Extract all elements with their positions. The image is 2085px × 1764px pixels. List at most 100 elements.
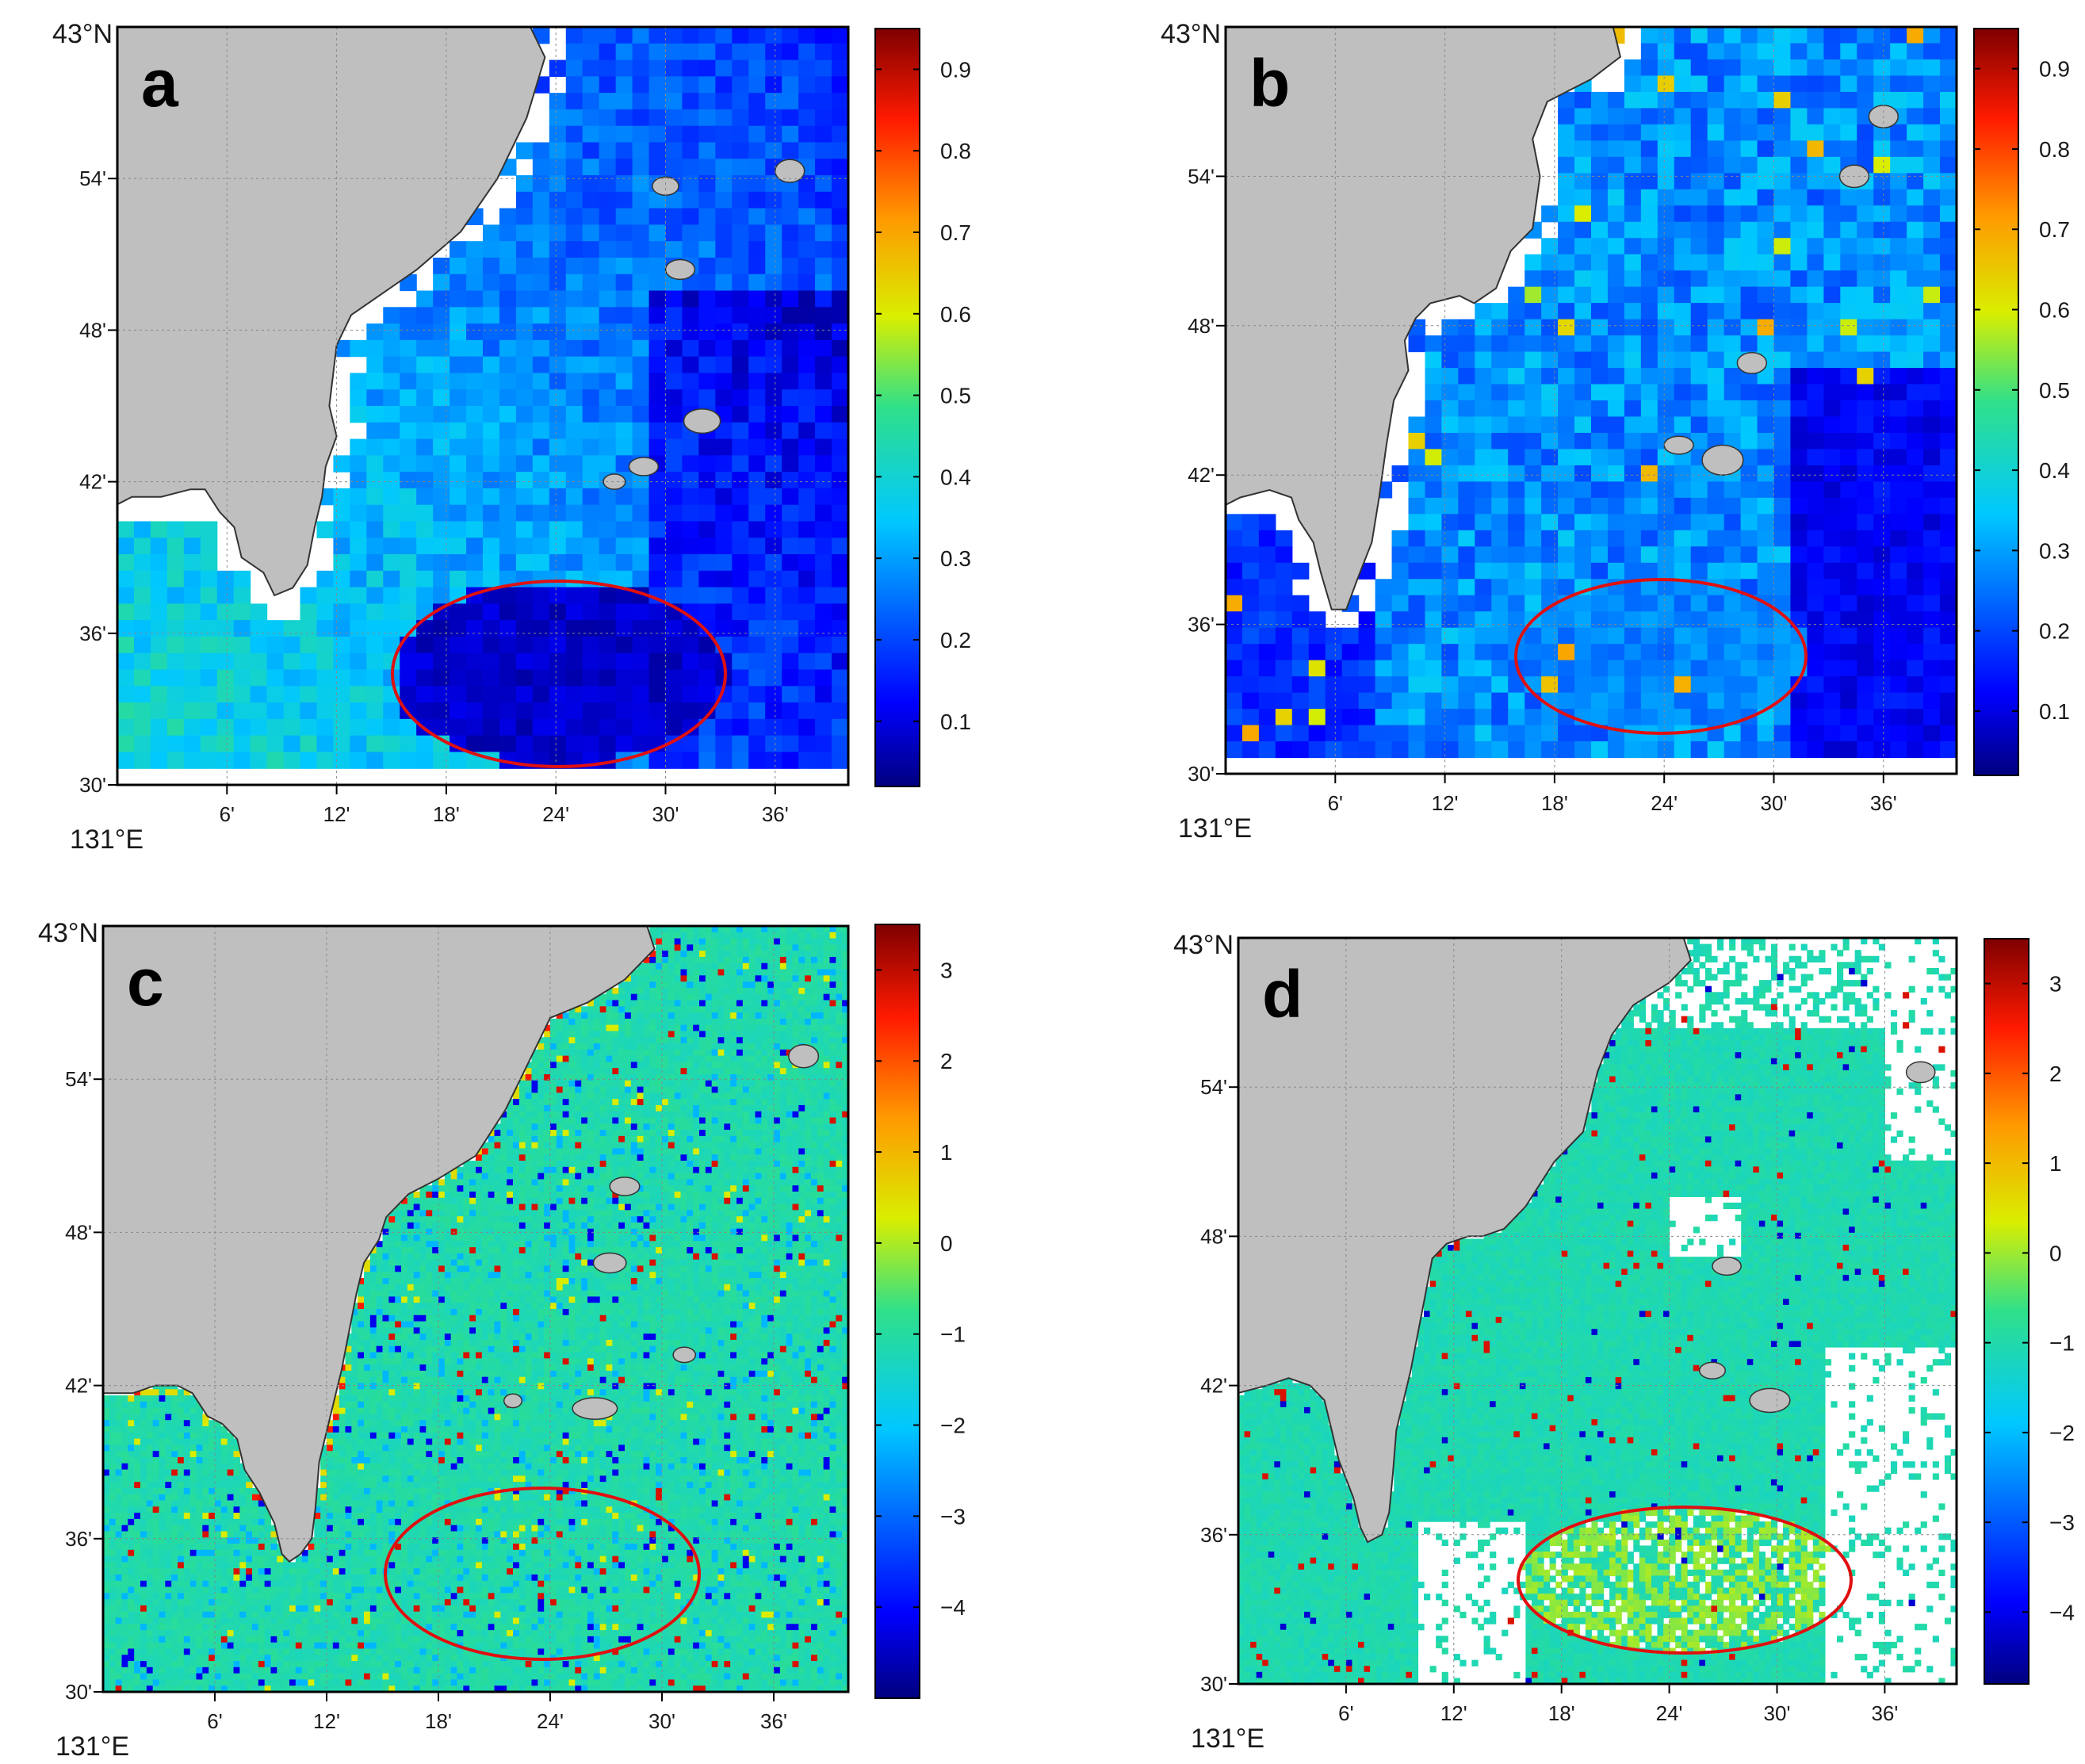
lat-tick-label: 36': [1200, 1523, 1227, 1547]
lon-tick-label: 24': [542, 802, 569, 826]
lon-tick-label: 24': [1651, 791, 1678, 815]
island: [775, 159, 805, 183]
colorbar: [874, 28, 920, 787]
colorbar-tick-label: 2: [940, 1049, 953, 1073]
colorbar-tick-label: 2: [2049, 1062, 2062, 1086]
colorbar-tick-label: 0.8: [940, 139, 971, 163]
corner-lat-label: 43°N: [1173, 930, 1234, 960]
colorbar-tick-label: 0: [940, 1231, 953, 1256]
corner-lon-label: 131°E: [55, 1731, 129, 1762]
colorbar-tick-label: 0.1: [2039, 699, 2070, 724]
lat-tick-label: 42': [79, 470, 106, 494]
lat-tick-label: 42': [65, 1374, 92, 1398]
lat-tick-label: 30': [79, 773, 106, 797]
panel-label: b: [1249, 46, 1290, 121]
data-raster: [1238, 938, 1957, 1684]
colorbar-tick-label: 0.2: [2039, 619, 2070, 644]
lat-tick-label: 48': [65, 1220, 92, 1244]
colorbar-tick-label: −3: [940, 1504, 966, 1529]
colorbar-tick-label: −2: [2049, 1421, 2075, 1445]
data-raster: [1226, 27, 1957, 759]
colorbar-tick-label: −2: [940, 1414, 966, 1438]
lon-tick-label: 30': [652, 802, 679, 826]
colorbar-tick-label: 3: [2049, 972, 2062, 997]
highlight-ellipse: [1514, 578, 1808, 735]
colorbar-tick-label: 0.2: [940, 628, 971, 652]
island: [1905, 1061, 1936, 1084]
lat-tick-label: 30': [1200, 1672, 1227, 1696]
island: [1663, 435, 1694, 455]
colorbar-tick-label: −4: [940, 1595, 966, 1620]
corner-lon-label: 131°E: [70, 825, 143, 855]
colorbar-tick-label: 0.5: [940, 384, 971, 408]
graticule: [1226, 27, 1957, 774]
lat-tick-label: 54': [1200, 1075, 1227, 1099]
coastline-land: [1226, 27, 1622, 610]
island: [1698, 1361, 1727, 1379]
lon-tick-label: 24': [537, 1709, 564, 1733]
lon-tick-label: 30': [1761, 791, 1788, 815]
corner-lat-label: 43°N: [1161, 19, 1221, 49]
panel-a: 6' 12' 18' 24' 30' 36' 30' 36' 42' 48' 54' 43°N 131°…: [52, 19, 971, 855]
island: [652, 176, 679, 196]
corner-lat-label: 43°N: [38, 918, 98, 948]
colorbar-tick-label: 1: [2049, 1151, 2062, 1176]
colorbar-tick-label: −3: [2049, 1510, 2075, 1535]
island: [592, 1252, 627, 1274]
island: [1712, 1256, 1742, 1276]
panel-d: 6' 12' 18' 24' 30' 36' 30' 36' 42' 48' 54' 43°N 131°…: [1173, 930, 2075, 1754]
lat-tick-label: 30': [65, 1680, 92, 1704]
island: [609, 1177, 641, 1196]
lon-tick-label: 18': [1541, 791, 1568, 815]
lon-tick-label: 6': [207, 1709, 222, 1733]
corner-lon-label: 131°E: [1191, 1724, 1264, 1754]
colorbar-tick-label: 0.8: [2039, 137, 2070, 162]
coastline-land: [1238, 938, 1692, 1544]
colorbar-tick-label: −1: [2049, 1331, 2075, 1356]
colorbar-tick-label: −1: [940, 1322, 966, 1347]
coastline-land: [103, 926, 656, 1563]
graticule: [117, 27, 848, 785]
lat-tick-label: 42': [1200, 1374, 1227, 1398]
colorbar-tick-label: −4: [2049, 1600, 2075, 1624]
graticule: [103, 926, 848, 1692]
colorbar-tick-label: 0.9: [2039, 57, 2070, 82]
lon-tick-label: 24': [1656, 1701, 1683, 1725]
colorbar-tick-label: 0.1: [940, 710, 971, 734]
data-raster: [117, 27, 848, 769]
corner-lat-label: 43°N: [52, 19, 113, 49]
lon-tick-label: 18': [1548, 1701, 1575, 1725]
lon-tick-label: 12': [1440, 1701, 1467, 1725]
lon-tick-label: 36': [760, 1709, 787, 1733]
colorbar-tick-label: 1: [940, 1140, 953, 1165]
lon-tick-label: 18': [433, 802, 460, 826]
colorbar-tick-label: 0.3: [2039, 538, 2070, 563]
island: [628, 457, 660, 476]
lat-tick-label: 48': [79, 318, 106, 342]
island: [603, 473, 626, 490]
lat-tick-label: 48': [1188, 314, 1215, 338]
island: [1736, 351, 1768, 374]
lon-tick-label: 6': [1328, 791, 1343, 815]
island: [572, 1397, 618, 1420]
data-raster: [103, 926, 848, 1692]
lon-tick-label: 36': [1871, 1701, 1898, 1725]
lon-tick-label: 36': [1870, 791, 1897, 815]
colorbar-tick-label: 0.5: [2039, 378, 2070, 403]
panel-label: c: [127, 945, 164, 1020]
lat-tick-label: 30': [1188, 762, 1215, 786]
panel-b: 6' 12' 18' 24' 30' 36' 30' 36' 42' 48' 54' 43°N 131°…: [1161, 19, 2070, 844]
highlight-ellipse: [1517, 1506, 1853, 1655]
colorbar-tick-label: 0.3: [940, 546, 971, 571]
colorbar-tick-label: 3: [940, 958, 953, 982]
panel-c: 6' 12' 18' 24' 30' 36' 30' 36' 42' 48' 54' 43°N 131°…: [38, 918, 966, 1762]
lat-tick-label: 36': [65, 1527, 92, 1551]
colorbar-tick-label: 0.4: [940, 465, 971, 489]
lat-tick-label: 36': [1188, 613, 1215, 637]
colorbar-tick-label: 0.9: [940, 57, 971, 82]
map-frame: [1224, 25, 1958, 775]
colorbar: [874, 924, 920, 1699]
colorbar-tick-label: 0.6: [2039, 298, 2070, 323]
colorbar-tick-label: 0.6: [940, 302, 971, 327]
